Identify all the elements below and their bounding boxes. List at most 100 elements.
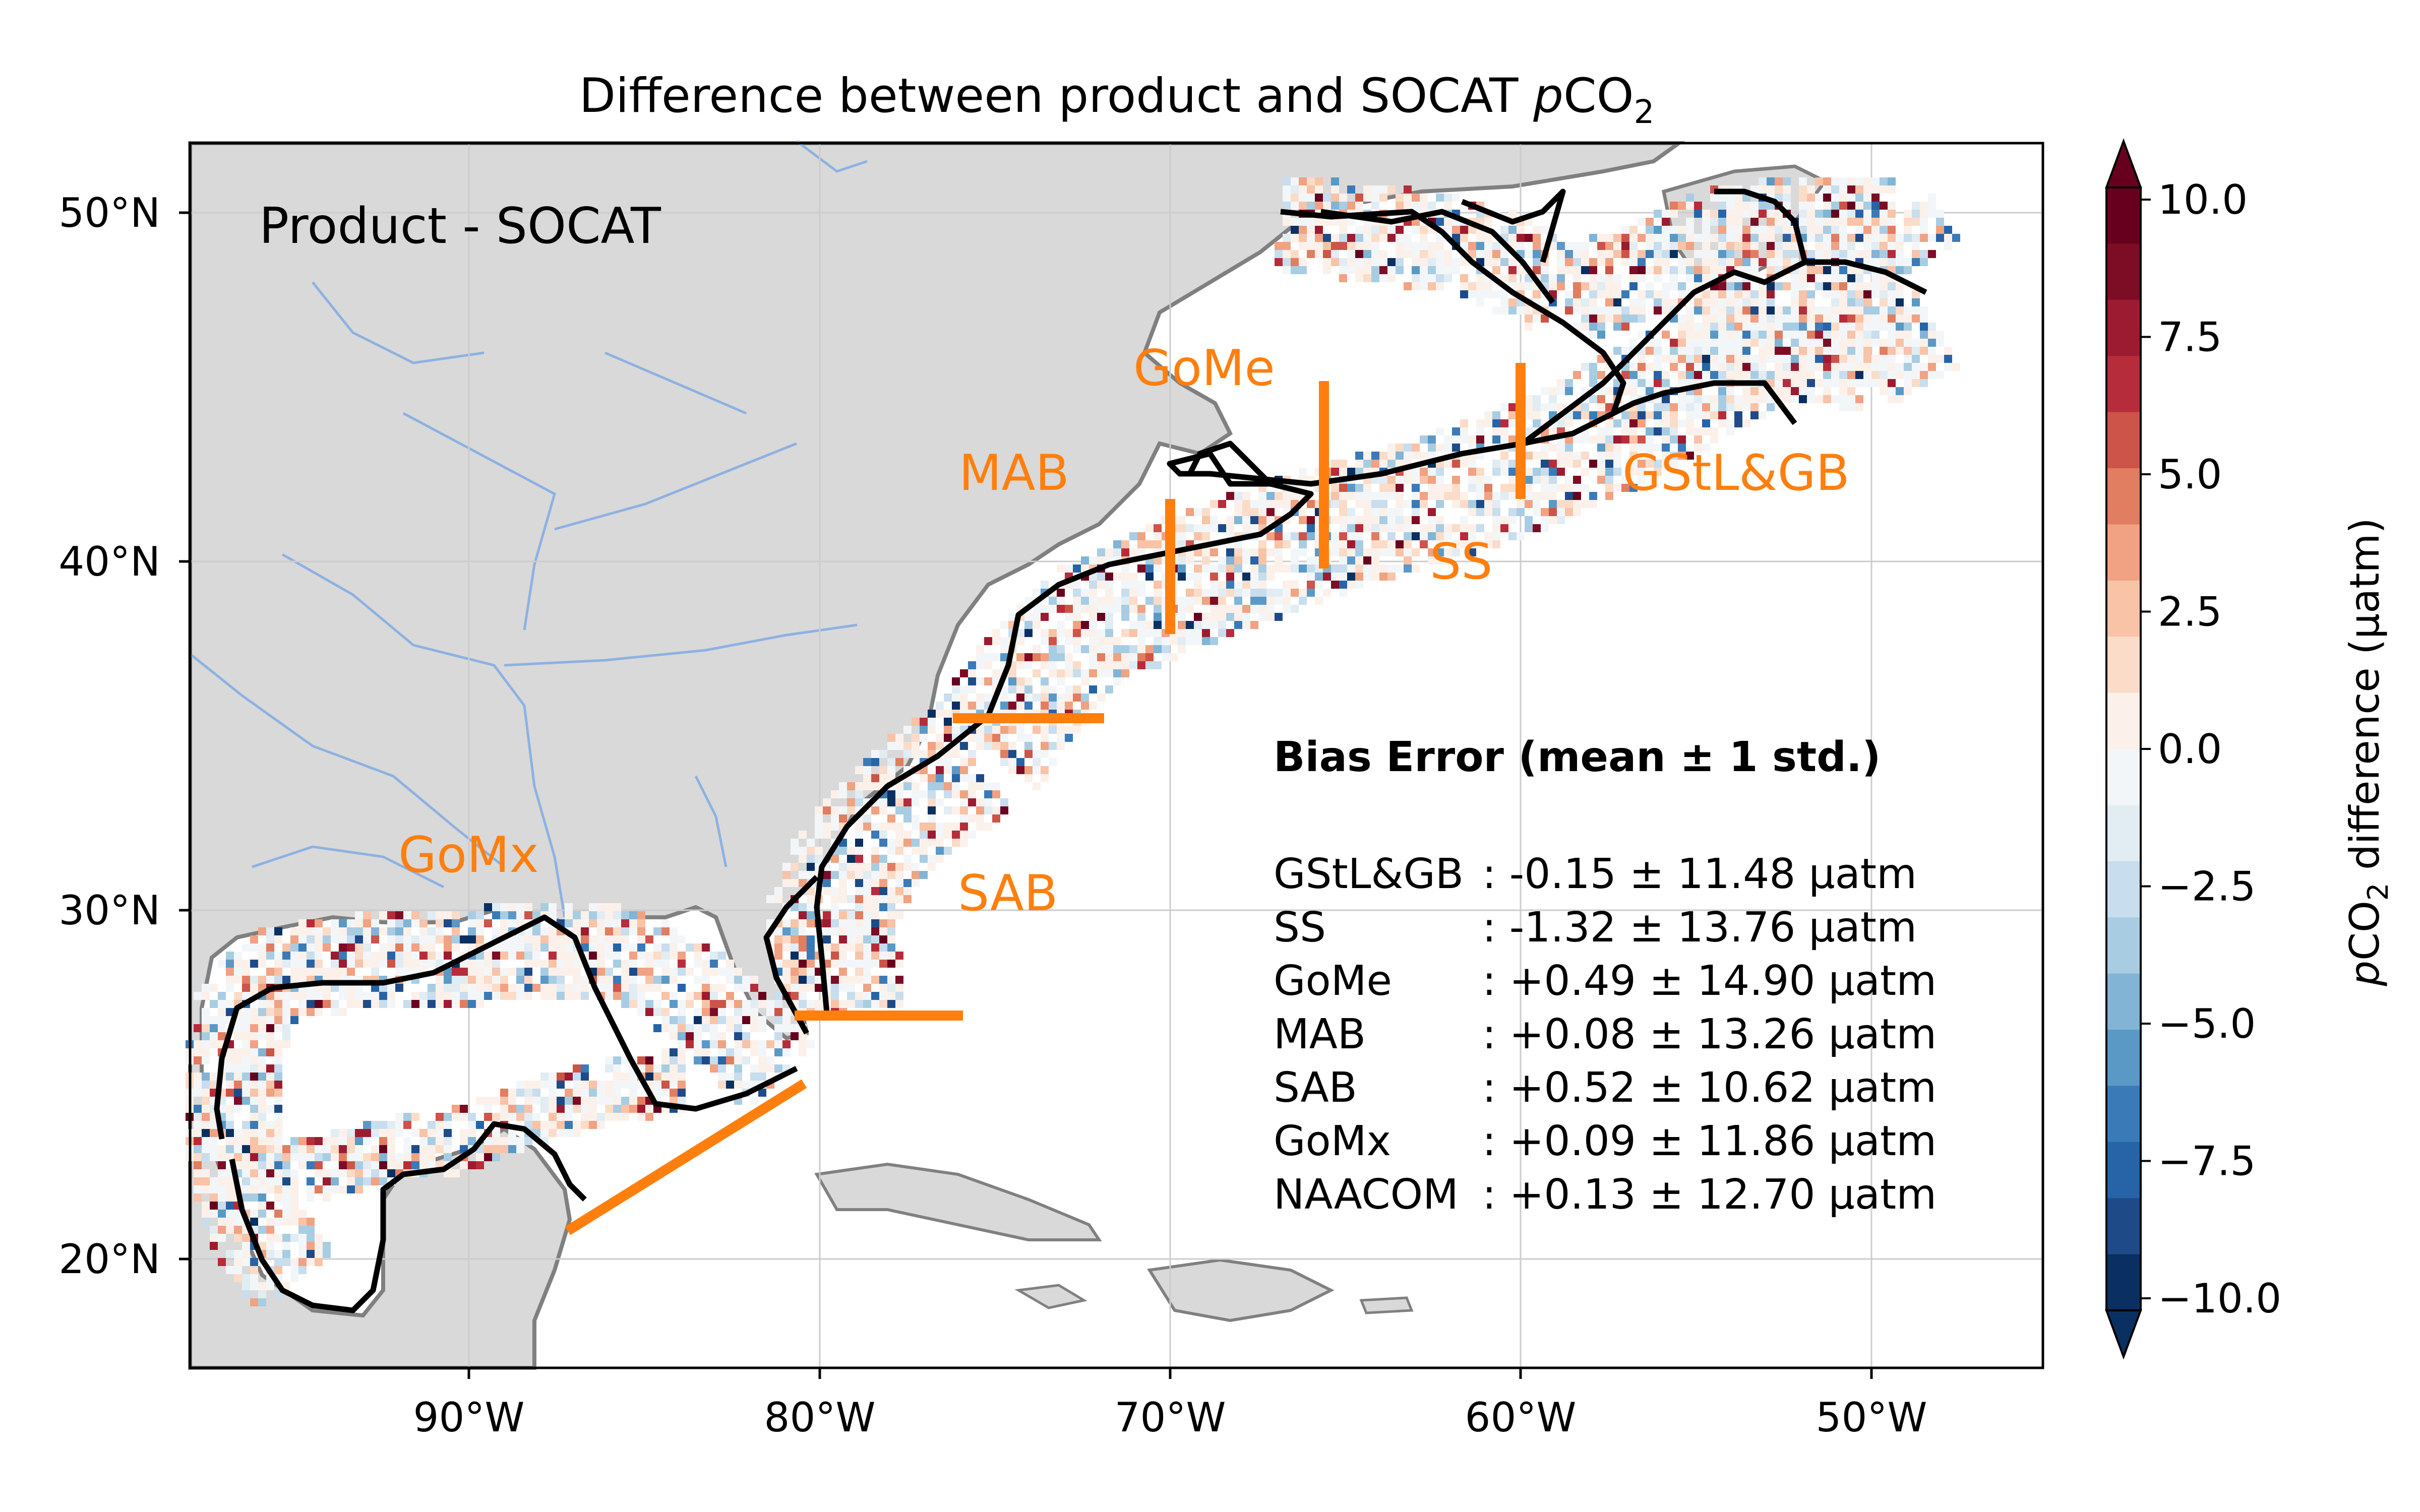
pco2-cell: [1387, 274, 1396, 282]
pco2-cell: [1783, 202, 1791, 210]
pco2-cell: [1863, 250, 1871, 258]
pco2-cell: [1258, 516, 1266, 524]
pco2-cell: [387, 911, 395, 919]
pco2-cell: [1041, 685, 1049, 694]
pco2-cell: [1323, 242, 1331, 250]
pco2-cell: [1307, 532, 1315, 540]
pco2-cell: [371, 1129, 379, 1137]
pco2-cell: [532, 984, 540, 992]
pco2-cell: [363, 952, 371, 960]
pco2-cell: [1880, 347, 1888, 355]
pco2-cell: [274, 927, 282, 935]
pco2-cell: [290, 992, 298, 1000]
pco2-cell: [1847, 355, 1855, 363]
pco2-cell: [903, 806, 912, 814]
pco2-cell: [484, 984, 492, 992]
pco2-cell: [266, 1000, 274, 1008]
pco2-cell: [1613, 484, 1621, 492]
pco2-cell: [702, 1024, 710, 1032]
pco2-cell: [879, 750, 887, 758]
pco2-cell: [1291, 234, 1299, 242]
pco2-cell: [621, 911, 629, 919]
pco2-cell: [210, 1081, 218, 1089]
pco2-cell: [952, 766, 960, 774]
pco2-cell: [589, 943, 597, 952]
pco2-cell: [1492, 516, 1500, 524]
pco2-cell: [1081, 669, 1089, 677]
pco2-cell: [549, 992, 557, 1000]
pco2-cell: [1387, 508, 1396, 516]
pco2-cell: [637, 952, 645, 960]
pco2-cell: [492, 984, 500, 992]
pco2-cell: [323, 984, 331, 992]
pco2-cell: [1210, 589, 1218, 597]
pco2-cell: [1500, 524, 1508, 532]
pco2-cell: [202, 1145, 210, 1153]
pco2-cell: [1581, 435, 1589, 444]
pco2-cell: [895, 798, 903, 806]
pco2-cell: [1283, 242, 1291, 250]
pco2-cell: [266, 943, 274, 952]
pco2-cell: [1734, 395, 1742, 403]
pco2-cell: [1299, 258, 1307, 266]
pco2-cell: [1089, 637, 1097, 645]
pco2-cell: [637, 968, 645, 976]
pco2-cell: [823, 871, 831, 879]
pco2-cell: [936, 823, 944, 831]
pco2-cell: [1871, 355, 1880, 363]
pco2-cell: [387, 927, 395, 935]
pco2-cell: [1734, 411, 1742, 419]
pco2-cell: [1299, 532, 1307, 540]
pco2-cell: [597, 960, 605, 968]
pco2-cell: [1742, 387, 1750, 395]
pco2-cell: [1033, 726, 1041, 734]
pco2-cell: [1097, 661, 1105, 669]
pco2-cell: [274, 1064, 282, 1073]
pco2-cell: [1049, 742, 1057, 750]
pco2-cell: [258, 1282, 266, 1290]
pco2-cell: [992, 814, 1000, 823]
pco2-cell: [1339, 492, 1347, 500]
pco2-cell: [460, 1145, 468, 1153]
pco2-cell: [331, 1153, 339, 1161]
pco2-cell: [1057, 597, 1065, 605]
pco2-cell: [1170, 653, 1178, 661]
pco2-cell: [1638, 250, 1646, 258]
pco2-cell: [1904, 218, 1912, 226]
pco2-cell: [1880, 226, 1888, 234]
pco2-cell: [678, 1040, 686, 1048]
pco2-cell: [1137, 605, 1145, 613]
pco2-cell: [613, 984, 621, 992]
pco2-cell: [1912, 218, 1920, 226]
pco2-cell: [1484, 540, 1492, 548]
pco2-cell: [694, 1056, 702, 1064]
pco2-cell: [282, 1008, 290, 1016]
pco2-cell: [1750, 387, 1759, 395]
pco2-cell: [1533, 524, 1541, 532]
pco2-cell: [1734, 258, 1742, 266]
pco2-cell: [992, 790, 1000, 798]
pco2-cell: [1444, 202, 1452, 210]
pco2-cell: [315, 952, 323, 960]
pco2-cell: [210, 1000, 218, 1008]
pco2-cell: [1750, 306, 1759, 314]
pco2-cell: [1517, 282, 1525, 290]
pco2-cell: [387, 1129, 395, 1137]
pco2-cell: [1767, 331, 1775, 339]
pco2-cell: [1379, 452, 1387, 460]
pco2-cell: [887, 847, 895, 855]
pco2-cell: [1775, 347, 1783, 355]
pco2-cell: [395, 952, 403, 960]
pco2-cell: [686, 1040, 694, 1048]
pco2-cell: [1387, 492, 1396, 500]
pco2-cell: [799, 855, 807, 863]
pco2-cell: [1734, 242, 1742, 250]
pco2-cell: [1863, 234, 1871, 242]
pco2-cell: [791, 943, 799, 952]
pco2-cell: [1492, 508, 1500, 516]
pco2-cell: [1847, 306, 1855, 314]
pco2-cell: [1097, 556, 1105, 564]
pco2-cell: [863, 935, 871, 943]
pco2-cell: [1154, 661, 1162, 669]
pco2-cell: [1920, 226, 1928, 234]
